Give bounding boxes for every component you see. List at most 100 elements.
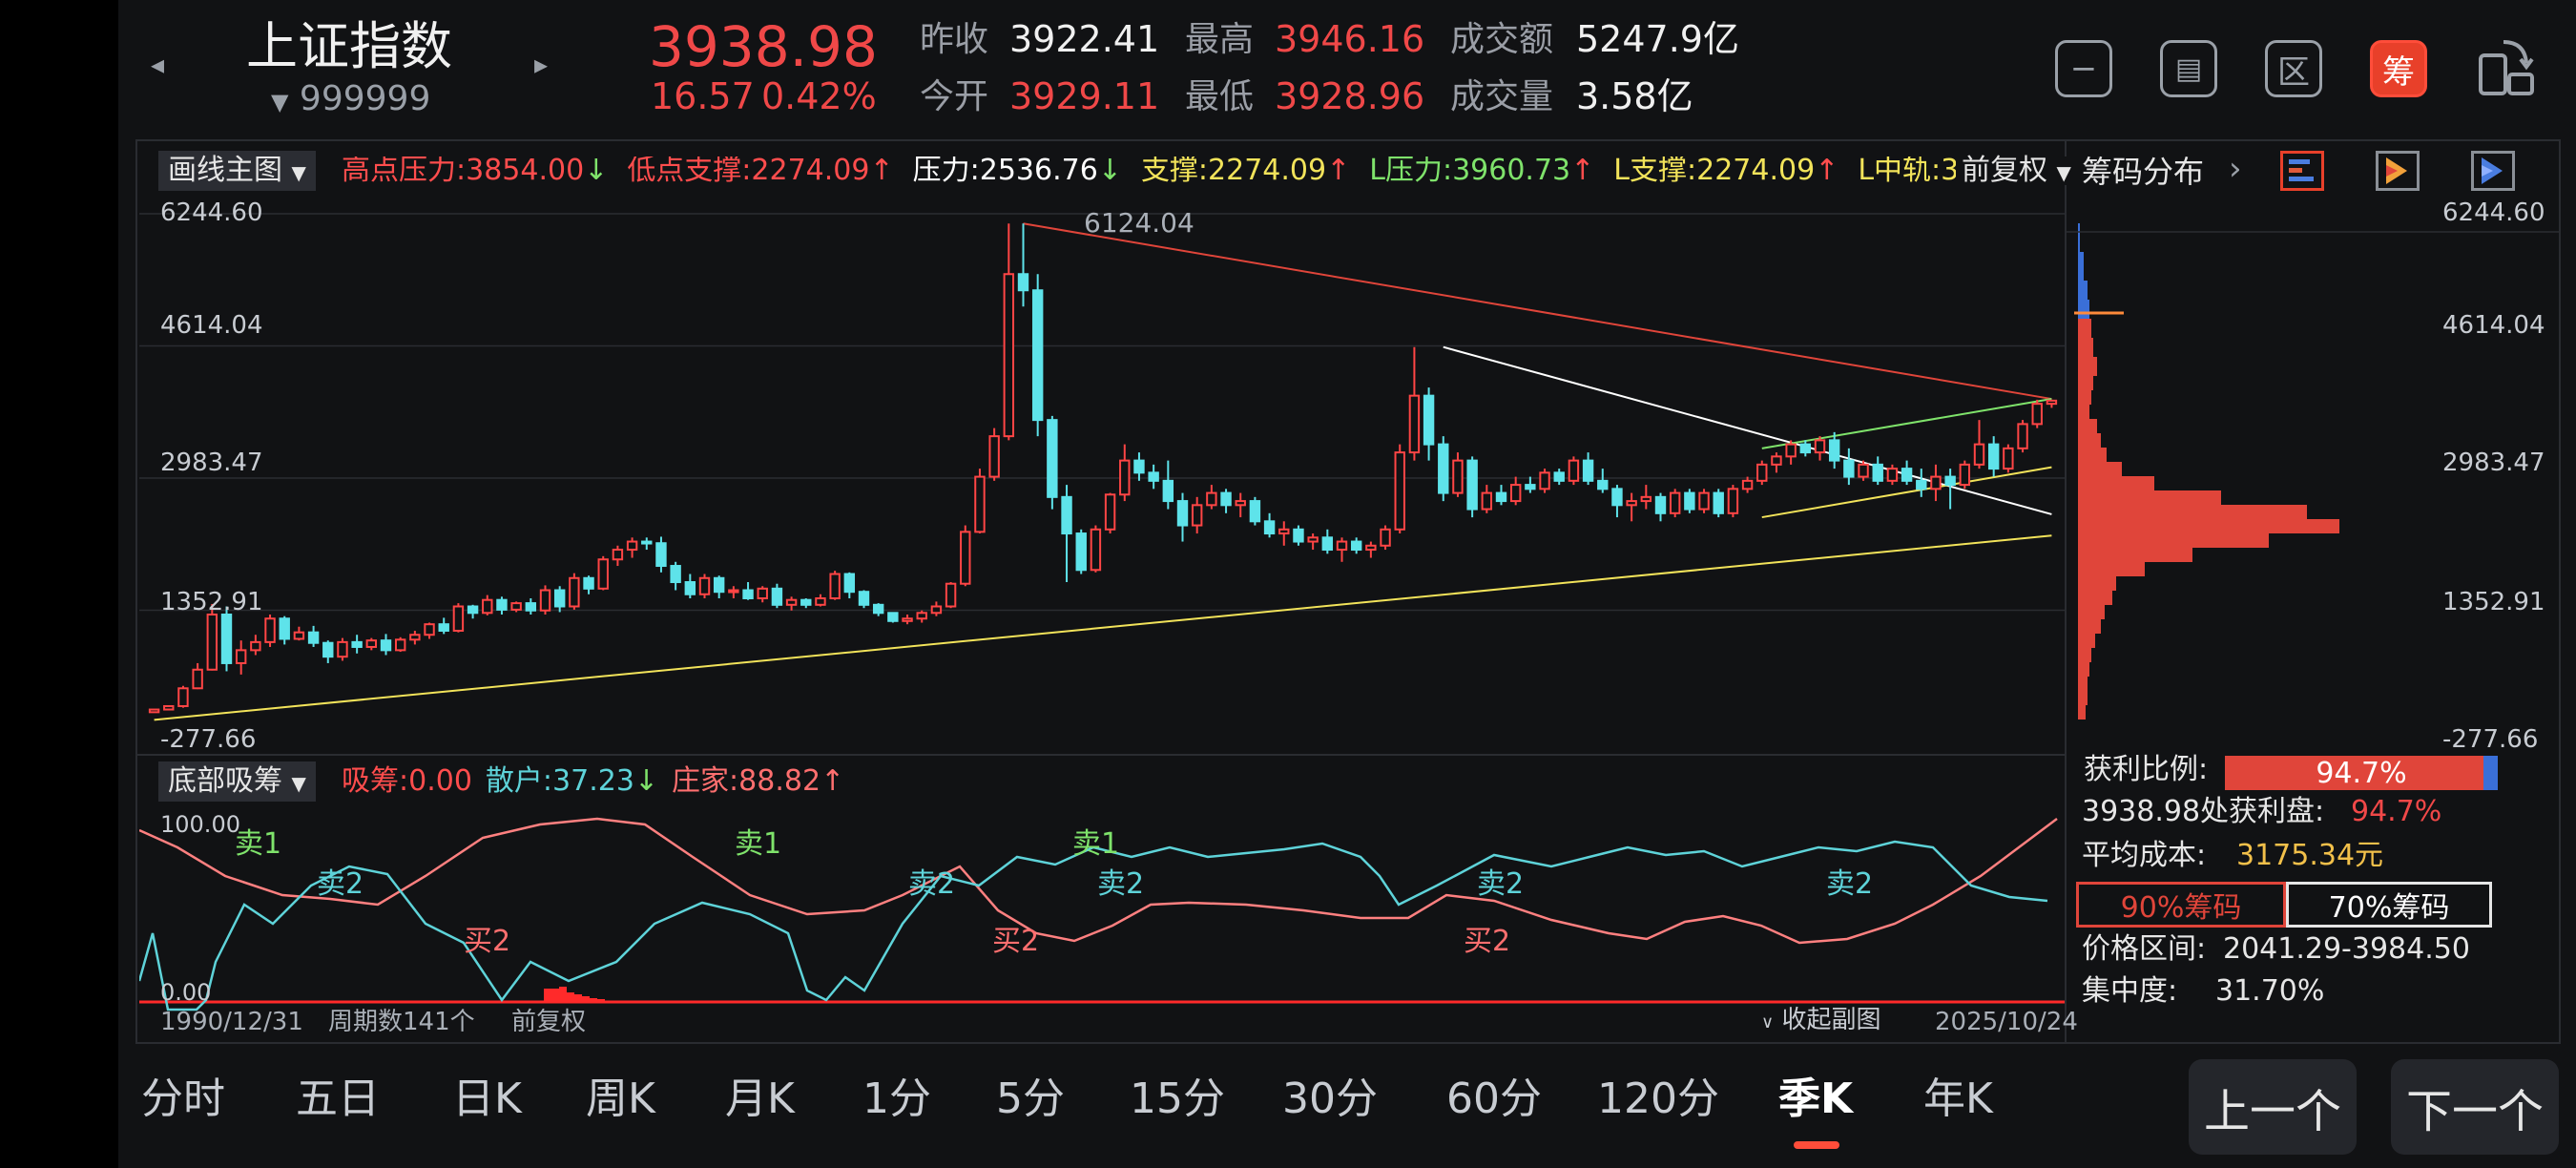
indicator-value: 37.23 [552,764,634,798]
candle [1828,431,1840,469]
minus-square-icon[interactable]: − [2055,40,2112,97]
tab-周K[interactable]: 周K [586,1074,655,1123]
trend-line [154,534,2052,721]
sub-indicator-chart[interactable] [139,802,2065,1012]
prev-symbol-arrow-icon[interactable]: ◂ [151,49,165,80]
candle-body [1901,468,1913,482]
flame-view-icon[interactable] [2376,151,2420,191]
candle [916,610,927,623]
absorb-bar [582,996,590,1002]
candle-body [192,668,203,690]
chip-bar [2078,433,2101,448]
candle [1568,456,1580,486]
candle-body [1597,479,1609,490]
tab-分时[interactable]: 分时 [141,1074,225,1123]
candle [220,606,233,672]
candle-body [1872,463,1883,482]
chevron-right-icon[interactable]: › [2229,150,2242,188]
candle [1133,452,1145,481]
candle [1886,464,1899,486]
candle-body [1047,419,1058,498]
candle [1293,525,1304,546]
candle-body [264,617,276,643]
tab-月K[interactable]: 月K [725,1074,795,1123]
adjust-dropdown[interactable]: 前复权 ▼ [1956,156,2071,185]
tab-5分[interactable]: 5分 [996,1074,1065,1123]
tab-五日[interactable]: 五日 [296,1074,380,1123]
candle-body [988,435,1000,478]
absorb-bar [590,998,597,1002]
candle-body [1814,439,1826,454]
candle [988,428,1000,481]
tab-chips-70[interactable]: 70%筹码 [2286,882,2492,928]
volume-label: 成交量 [1450,77,1554,116]
next-button[interactable]: 下一个 [2391,1059,2559,1155]
tab-1分[interactable]: 1分 [862,1074,931,1123]
tab-日K[interactable]: 日K [452,1074,522,1123]
indicator-arrow: ↑ [869,156,894,187]
candle [2031,399,2043,428]
frame-icon[interactable]: ▤ [2160,40,2217,97]
candle [351,635,363,654]
candle [1698,489,1710,513]
candle-body [1756,463,1768,482]
tab-15分[interactable]: 15分 [1130,1074,1225,1123]
tab-30分[interactable]: 30分 [1282,1074,1378,1123]
signal-label: 买2 [464,925,511,958]
candle [510,601,522,613]
candle [1684,489,1695,513]
chip-bar [2078,448,2107,462]
sub-indicator-list: 吸筹:0.00 散户:37.23↓ 庄家:88.82↑ [342,767,844,796]
candle-body [1987,443,2000,470]
open-label: 今开 [920,77,989,116]
indicator-label: L支撑: [1613,156,1697,187]
candle [250,635,261,656]
main-indicator-dropdown-label: 画线主图 [168,154,282,187]
candle [1031,274,1044,437]
current-price: 3938.98 [649,14,878,79]
main-indicator-dropdown[interactable]: 画线主图 ▼ [158,151,316,191]
chip-bar [2078,605,2105,619]
tab-120分[interactable]: 120分 [1597,1074,1719,1123]
collapse-subchart-button[interactable]: ∨ 收起副图 [1761,1008,1880,1032]
candle-body [482,598,493,615]
indicator-value: 2274.09 [751,156,870,187]
concentration-label: 集中度: [2082,974,2178,1008]
open-value: 3929.11 [1009,75,1160,117]
tab-年K[interactable]: 年K [1923,1074,1993,1123]
candle [177,685,189,708]
chips-y-tick: 4614.04 [2442,311,2545,340]
sub-indicator-dropdown[interactable]: 底部吸筹 ▼ [158,761,316,802]
chips-icon[interactable]: 筹 [2370,40,2427,97]
zone-icon[interactable]: 区 [2265,40,2322,97]
candle-body [1119,459,1131,496]
candle-body [1741,479,1754,490]
candle [1075,529,1087,574]
candle [293,626,305,641]
blue-flame-view-icon[interactable] [2471,151,2515,191]
candle-body [1090,528,1102,572]
chip-view-icon[interactable] [2280,151,2324,191]
candle [467,604,479,619]
left-gutter [0,0,118,1168]
chip-bar [2078,300,2089,319]
chip-bar [2078,548,2192,562]
indicator-label: L压力: [1369,156,1453,187]
chips-y-tick: 2983.47 [2442,448,2545,477]
next-symbol-arrow-icon[interactable]: ▸ [534,49,549,80]
candle-body [829,573,841,600]
candle [612,545,624,567]
y-tick-label: 6244.60 [160,198,263,227]
candlestick-chart[interactable] [139,202,2065,754]
candle-body [771,587,783,606]
tab-季K[interactable]: 季K [1778,1074,1854,1123]
chips-divider [2065,141,2067,1042]
period-tab-bar: 分时 五日 日K 周K 月K 1分 5分 15分 30分 60分 120分 季K 年K [118,1053,2170,1158]
tab-chips-90[interactable]: 90%筹码 [2076,882,2286,928]
candle-body [394,638,406,652]
symbol-code-dropdown[interactable]: ▼ 999999 [271,82,430,116]
tab-60分[interactable]: 60分 [1446,1074,1542,1123]
prev-button[interactable]: 上一个 [2189,1059,2357,1155]
rotate-icon[interactable] [2475,34,2538,101]
candle [1858,460,1869,481]
